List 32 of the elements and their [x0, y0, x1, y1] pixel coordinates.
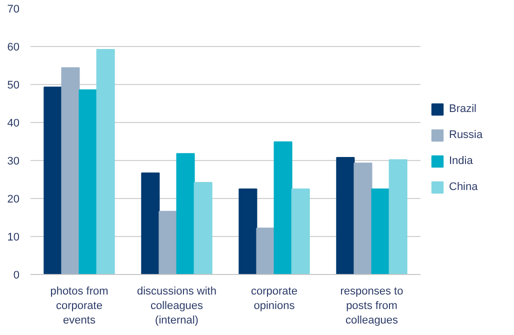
bar: [388, 159, 408, 274]
bar: [44, 86, 62, 274]
bar: [78, 89, 98, 274]
bar: [61, 67, 80, 274]
x-tick-label: corporate opinions: [251, 286, 298, 312]
bar: [274, 141, 292, 274]
bar: [141, 172, 160, 274]
y-tick-label: 70: [7, 4, 20, 16]
bar: [354, 162, 372, 274]
y-tick-label: 50: [7, 80, 20, 92]
y-tick-label: 40: [7, 118, 20, 130]
y-tick-label: 60: [7, 42, 20, 54]
bar: [336, 156, 355, 274]
bar: [256, 228, 275, 274]
x-tick-label: photos from corporate events: [50, 286, 108, 326]
bar: [291, 188, 310, 274]
bar: [194, 182, 212, 274]
legend-label: China: [449, 181, 478, 193]
bar: [96, 49, 115, 274]
x-tick-label: responses to posts from colleagues: [340, 286, 404, 326]
x-tick-label: discussions with colleagues (internal): [137, 286, 216, 326]
legend-label: India: [449, 155, 473, 167]
bar: [176, 153, 195, 274]
legend-label: Russia: [449, 129, 483, 141]
y-tick-label: 20: [7, 194, 20, 206]
bar: [371, 188, 390, 274]
bar: [158, 210, 178, 274]
legend-label: Brazil: [449, 103, 477, 115]
y-tick-label: 30: [7, 156, 20, 168]
bar: [238, 188, 258, 274]
y-tick-label: 0: [13, 270, 20, 282]
y-tick-label: 10: [7, 232, 20, 244]
